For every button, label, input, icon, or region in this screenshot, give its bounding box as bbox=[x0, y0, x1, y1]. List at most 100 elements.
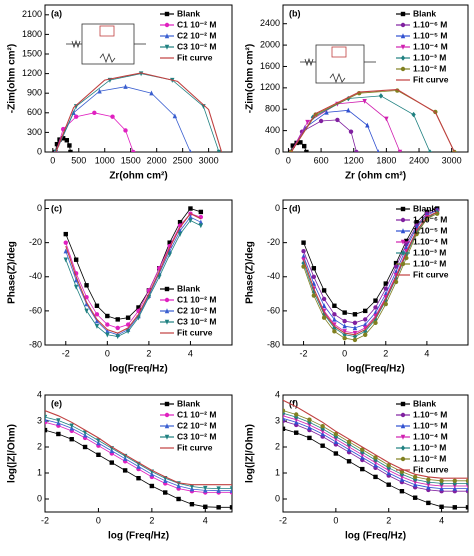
legend-label: Fit curve bbox=[413, 74, 449, 84]
marker bbox=[360, 452, 365, 458]
marker bbox=[411, 111, 416, 118]
series-line bbox=[303, 209, 438, 329]
panel-label: (a) bbox=[51, 8, 62, 18]
x-tick-label: -2 bbox=[279, 515, 287, 525]
y-tick-label: 0 bbox=[37, 146, 42, 156]
marker bbox=[400, 423, 406, 429]
marker bbox=[63, 240, 68, 245]
marker bbox=[301, 264, 306, 269]
marker bbox=[63, 231, 68, 237]
x-tick-label: 1800 bbox=[376, 155, 396, 165]
marker bbox=[400, 66, 406, 72]
marker bbox=[400, 401, 406, 407]
marker bbox=[320, 424, 325, 429]
marker bbox=[452, 478, 457, 483]
legend-label: Fit curve bbox=[413, 269, 449, 279]
y-tick-label: 2 bbox=[275, 441, 280, 451]
marker bbox=[164, 412, 170, 418]
panel-label: (d) bbox=[289, 203, 301, 213]
legend-label: Blank bbox=[413, 8, 436, 18]
marker bbox=[333, 437, 339, 442]
marker bbox=[404, 238, 409, 244]
marker bbox=[332, 329, 337, 334]
marker bbox=[346, 439, 352, 444]
legend-label: Blank bbox=[177, 8, 200, 18]
marker bbox=[346, 459, 352, 464]
marker bbox=[283, 426, 286, 431]
marker bbox=[115, 317, 120, 322]
marker bbox=[96, 452, 101, 457]
marker bbox=[362, 99, 367, 104]
marker bbox=[164, 401, 170, 407]
marker bbox=[110, 114, 115, 119]
marker bbox=[427, 149, 433, 152]
y-tick-label: 2000 bbox=[260, 39, 280, 49]
marker bbox=[320, 429, 325, 435]
marker bbox=[167, 240, 172, 245]
legend-label: 1.10⁻⁶ M bbox=[413, 19, 447, 29]
marker bbox=[188, 218, 193, 224]
y-tick-label: -20 bbox=[29, 237, 42, 247]
marker bbox=[97, 88, 102, 94]
marker bbox=[198, 219, 204, 225]
marker bbox=[69, 423, 74, 429]
marker bbox=[216, 486, 221, 492]
marker bbox=[348, 129, 354, 134]
x-tick-label: 4 bbox=[203, 515, 208, 525]
marker bbox=[64, 138, 70, 143]
marker bbox=[465, 505, 468, 510]
legend-label: 1.10⁻⁵ M bbox=[413, 30, 447, 40]
marker bbox=[373, 460, 378, 466]
y-tick-label: 400 bbox=[265, 125, 280, 135]
marker bbox=[373, 474, 378, 480]
x-tick-label: 2 bbox=[383, 348, 388, 358]
plot-area bbox=[45, 410, 232, 510]
plot-area bbox=[283, 399, 468, 510]
y-tick-label: 0 bbox=[275, 203, 280, 213]
marker bbox=[109, 460, 114, 465]
marker bbox=[321, 288, 327, 293]
marker bbox=[439, 478, 444, 483]
panel-label: (f) bbox=[289, 398, 298, 408]
marker bbox=[84, 308, 89, 314]
legend-label: 1.10⁻⁶ M bbox=[413, 214, 447, 224]
marker bbox=[304, 149, 309, 152]
marker bbox=[384, 116, 389, 122]
x-tick-label: 2 bbox=[146, 348, 151, 358]
y-tick-label: 800 bbox=[265, 104, 280, 114]
marker bbox=[400, 206, 406, 212]
marker bbox=[189, 502, 195, 507]
plot-frame bbox=[282, 4, 469, 153]
marker bbox=[352, 312, 358, 317]
marker bbox=[63, 248, 68, 254]
marker bbox=[400, 412, 406, 418]
marker bbox=[290, 143, 295, 148]
marker bbox=[163, 490, 168, 495]
marker bbox=[333, 451, 339, 456]
marker bbox=[412, 474, 418, 480]
panel: -2 0 2 40-20-40-60-80log(Freq/Hz)Phase(Z)/d… bbox=[7, 199, 233, 375]
marker bbox=[298, 140, 303, 145]
marker bbox=[177, 228, 183, 233]
plot-area bbox=[288, 88, 457, 152]
x-tick-label: 4 bbox=[439, 515, 444, 525]
marker bbox=[399, 489, 405, 494]
y-tick-label: 3 bbox=[37, 415, 42, 425]
marker bbox=[131, 149, 136, 152]
x-tick-label: 2 bbox=[149, 515, 154, 525]
marker bbox=[122, 468, 128, 473]
marker bbox=[164, 44, 170, 50]
marker bbox=[172, 113, 178, 119]
marker bbox=[164, 434, 170, 440]
legend-label: Blank bbox=[413, 398, 436, 408]
marker bbox=[164, 319, 170, 325]
marker bbox=[333, 431, 339, 437]
marker bbox=[365, 122, 370, 128]
series-line bbox=[55, 72, 223, 152]
x-tick-label: 3000 bbox=[199, 155, 219, 165]
marker bbox=[125, 315, 131, 320]
marker bbox=[177, 219, 183, 225]
legend-label: 1.10⁻⁵ M bbox=[413, 420, 447, 430]
x-axis-label: log (Freq/Hz) bbox=[108, 531, 169, 542]
